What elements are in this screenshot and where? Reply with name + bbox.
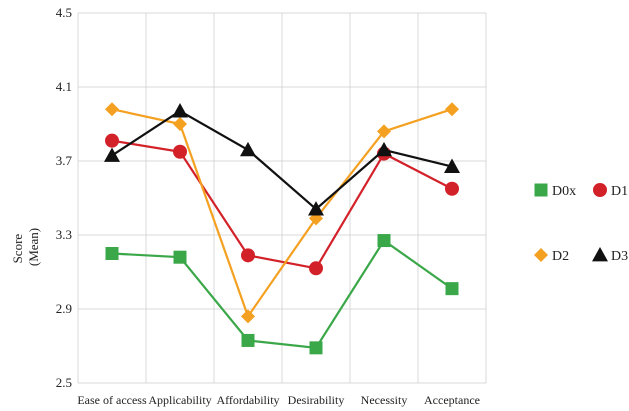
legend-item-d3: D3 [592,247,628,264]
series-line [111,108,453,319]
data-point [173,117,187,131]
x-tick-label: Desirability [288,393,345,407]
data-point [377,124,391,139]
series-d3 [104,103,460,216]
legend-item-d1: D1 [593,183,628,199]
data-point [445,282,459,296]
gridlines [77,12,487,384]
series-line [111,238,453,350]
x-tick-label: Ease of access [77,393,147,407]
data-point [445,181,459,196]
legend-label: D1 [611,184,628,199]
data-point [241,248,255,263]
series-line [111,139,453,270]
data-point [173,144,187,159]
x-tick-label: Necessity [361,393,408,407]
y-tick-label: 3.3 [56,227,72,242]
data-point [105,247,119,260]
legend-item-d2: D2 [534,248,569,264]
series-d0x [105,234,459,355]
y-axis-ticks: 2.5 2.9 3.3 3.7 4.1 4.5 [56,5,73,390]
data-point [376,141,392,157]
data-point [241,309,255,324]
x-tick-label: Applicability [148,393,211,407]
data-point [172,103,188,118]
x-tick-label: Affordability [216,393,279,407]
data-point [105,133,119,148]
legend-label: D2 [552,249,569,264]
legend: D0x D1 D2 D3 [534,183,628,264]
y-tick-label: 4.5 [56,5,72,20]
y-tick-label: 3.7 [56,153,73,168]
y-tick-label: 2.9 [56,301,72,316]
data-point [241,333,255,347]
legend-marker [534,248,548,262]
series-d2 [105,102,459,324]
y-tick-label: 2.5 [56,375,72,390]
data-point [309,341,323,355]
data-point [104,147,120,162]
y-tick-label: 4.1 [56,79,72,94]
x-axis-ticks: Ease of access Applicability Affordability… [77,393,480,407]
data-point [445,102,459,117]
data-point [105,102,119,117]
data-point [173,250,187,264]
legend-label: D0x [552,184,576,199]
series-d1 [105,133,459,276]
y-axis-title: Score (Mean) [10,228,41,266]
legend-item-d0x: D0x [534,183,576,199]
data-point [377,234,391,248]
series-line [111,109,453,211]
legend-marker [593,183,607,197]
series-layer [104,102,460,355]
legend-marker [534,183,548,197]
legend-label: D3 [611,249,628,264]
data-point [309,261,323,276]
data-point [240,141,256,157]
legend-marker [592,247,608,262]
x-tick-label: Acceptance [424,393,480,407]
data-point [308,201,324,216]
data-point [444,158,460,173]
